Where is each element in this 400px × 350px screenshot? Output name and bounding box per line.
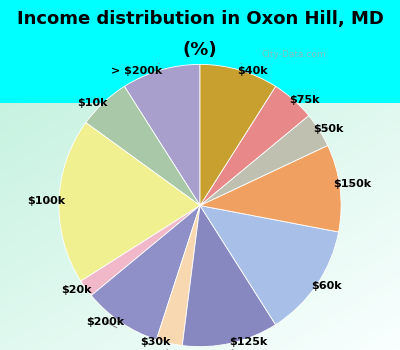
Text: $10k: $10k — [78, 98, 108, 107]
Wedge shape — [200, 205, 339, 325]
Text: $40k: $40k — [238, 64, 268, 76]
Wedge shape — [200, 116, 328, 205]
Text: $60k: $60k — [311, 281, 342, 291]
Text: $30k: $30k — [140, 337, 171, 350]
Text: $20k: $20k — [61, 285, 91, 294]
Wedge shape — [200, 86, 309, 205]
Wedge shape — [156, 205, 200, 345]
Text: $200k: $200k — [86, 317, 124, 328]
Wedge shape — [86, 86, 200, 205]
Wedge shape — [124, 64, 200, 205]
Text: $100k: $100k — [28, 196, 66, 206]
Text: $75k: $75k — [289, 94, 319, 105]
Text: City-Data.com: City-Data.com — [262, 50, 326, 59]
Text: $125k: $125k — [229, 337, 268, 350]
Wedge shape — [81, 205, 200, 295]
Wedge shape — [91, 205, 200, 340]
Text: (%): (%) — [183, 41, 217, 60]
Text: Income distribution in Oxon Hill, MD: Income distribution in Oxon Hill, MD — [16, 10, 384, 28]
Wedge shape — [200, 146, 341, 232]
Wedge shape — [200, 64, 276, 205]
Text: All residents: All residents — [146, 79, 254, 93]
Text: $50k: $50k — [314, 124, 344, 133]
Text: $150k: $150k — [333, 179, 372, 189]
Text: > $200k: > $200k — [111, 64, 162, 76]
Wedge shape — [59, 122, 200, 281]
Wedge shape — [182, 205, 276, 346]
